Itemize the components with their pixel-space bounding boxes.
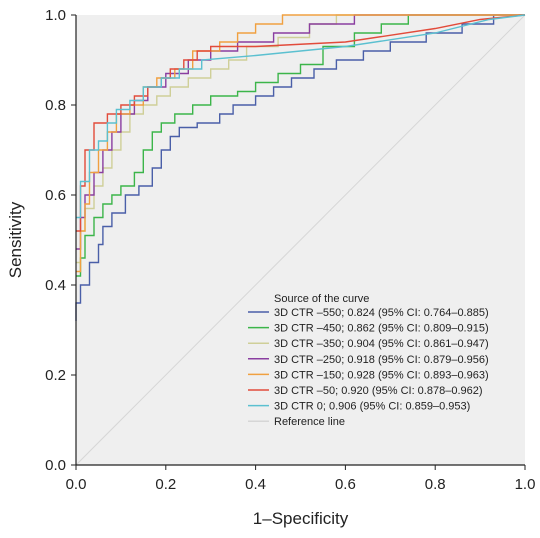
x-axis-title: 1–Specificity (253, 509, 349, 528)
y-axis-title: Sensitivity (6, 201, 25, 278)
legend-label: 3D CTR –350; 0.904 (95% CI: 0.861–0.947) (274, 338, 489, 350)
y-tick-label: 0.2 (45, 367, 66, 384)
legend-label: 3D CTR –550; 0.824 (95% CI: 0.764–0.885) (274, 307, 489, 319)
y-tick-label: 0.4 (45, 277, 66, 294)
axis-layer: 0.0 0.2 0.4 0.6 0.8 1.0 0.0 0.2 0.4 0.6 0.8 1.0 (45, 7, 535, 493)
roc-series-line-7 (76, 14, 526, 219)
roc-series-line-1 (75, 14, 525, 321)
legend-label: 3D CTR –150; 0.928 (95% CI: 0.893–0.963) (274, 369, 489, 381)
x-tick-label: 1.0 (515, 476, 536, 493)
legend-label: 3D CTR –50; 0.920 (95% CI: 0.878–0.962) (274, 385, 483, 397)
x-tick-label: 0.8 (425, 476, 446, 493)
x-tick-label: 0.4 (245, 476, 266, 493)
reference-line (75, 14, 526, 466)
x-tick-label: 0.6 (335, 476, 356, 493)
legend-label: Reference line (274, 416, 345, 428)
legend: Source of the curve 3D CTR –550; 0.824 (… (248, 293, 489, 428)
x-tick-label: 0.0 (66, 476, 87, 493)
y-tick-label: 0.8 (45, 97, 66, 114)
legend-label: 3D CTR –250; 0.918 (95% CI: 0.879–0.956) (274, 354, 489, 366)
y-tick-label: 0.0 (45, 457, 66, 474)
legend-label: 3D CTR –450; 0.862 (95% CI: 0.809–0.915) (274, 323, 489, 335)
x-tick-label: 0.2 (155, 476, 176, 493)
legend-label: 3D CTR 0; 0.906 (95% CI: 0.859–0.953) (274, 401, 470, 413)
y-tick-label: 0.6 (45, 187, 66, 204)
legend-title: Source of the curve (274, 293, 369, 305)
y-tick-label: 1.0 (45, 7, 66, 24)
series-layer (75, 14, 526, 466)
roc-series-line-2 (76, 14, 525, 277)
